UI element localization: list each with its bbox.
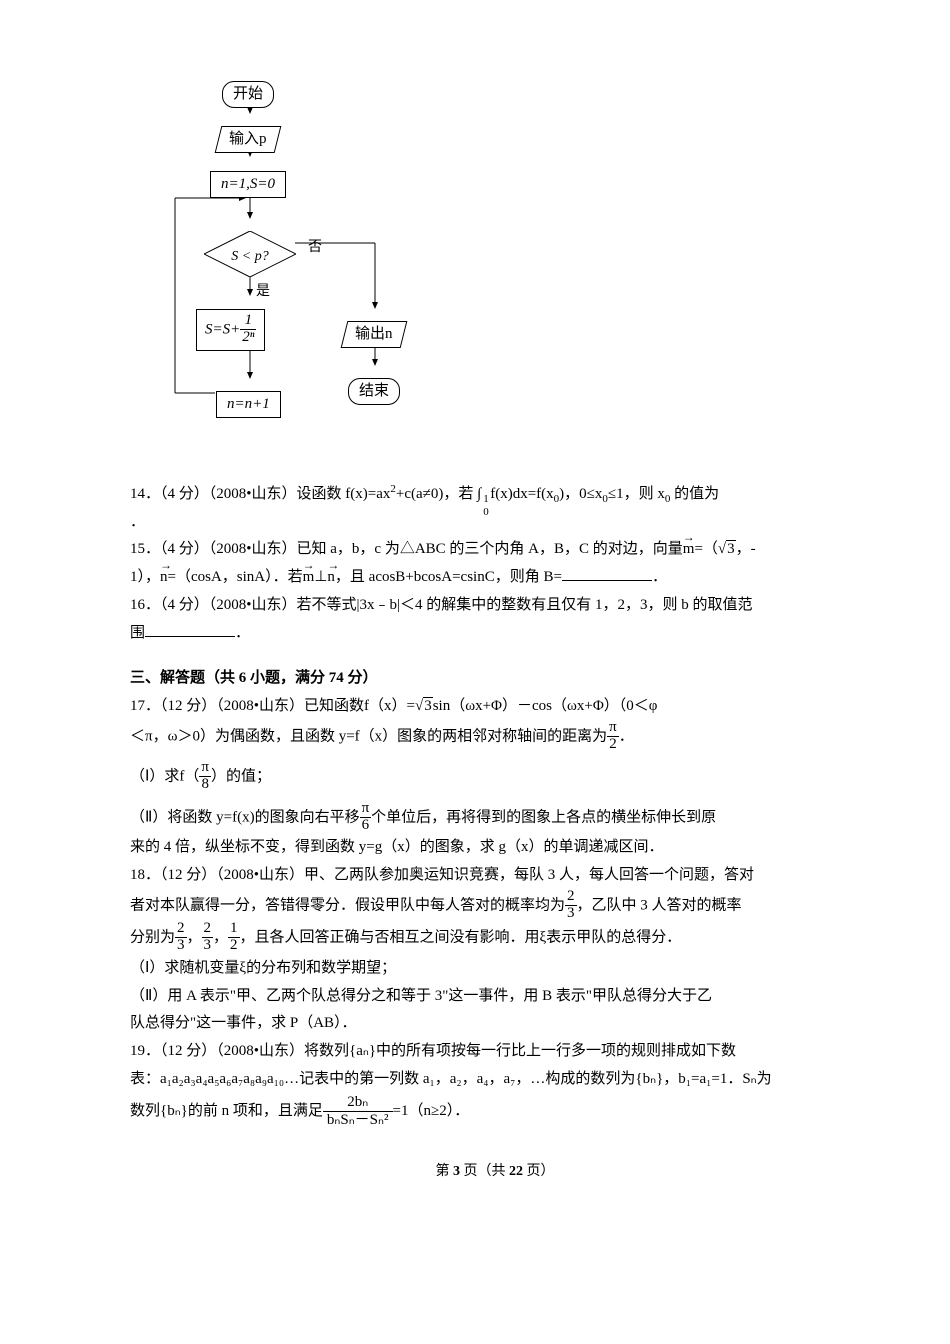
page-footer: 第 3 页（共 22 页） bbox=[130, 1159, 860, 1185]
question-18-line2: 者对本队赢得一分，答错得零分．假设甲队中每人答对的概率均为23，乙队中 3 人答… bbox=[130, 890, 860, 923]
question-15-line2: 1），n=（cosA，sinA）．若m⊥n，且 acosB+bcosA=csin… bbox=[130, 564, 860, 592]
question-19-line2: 表：a₁a₂a₃a₄a₅a₆a₇a₈a₉a₁₀…记表中的第一列数 a₁，a₂，a… bbox=[130, 1066, 860, 1094]
fc-input: 输入p bbox=[229, 129, 267, 150]
fc-inc: n=n+1 bbox=[216, 391, 281, 418]
fc-init: n=1,S=0 bbox=[210, 171, 286, 198]
fc-step: S=S+ bbox=[205, 321, 240, 337]
fc-yes: 是 bbox=[256, 279, 270, 305]
question-16-line1: 16．（4 分）（2008•山东）若不等式|3x﹣b|＜4 的解集中的整数有且仅… bbox=[130, 592, 860, 620]
question-17-line2: ＜π，ω＞0）为偶函数，且函数 y=f（x）图象的两相邻对称轴间的距离为π2． bbox=[130, 721, 860, 754]
question-18-line1: 18．（12 分）（2008•山东）甲、乙两队参加奥运知识竞赛，每队 3 人，每… bbox=[130, 862, 860, 890]
question-14-dot: ． bbox=[130, 509, 860, 537]
flowchart: 开始 输入p n=1,S=0 S < p? 否 是 S=S+12ⁿ n=n+1 … bbox=[160, 70, 860, 451]
fc-cond: S < p? bbox=[204, 244, 296, 270]
fc-output: 输出n bbox=[355, 324, 393, 345]
question-18-part1: （Ⅰ）求随机变量ξ的分布列和数学期望； bbox=[130, 955, 860, 983]
question-18-part2a: （Ⅱ）用 A 表示"甲、乙两个队总得分之和等于 3"这一事件，用 B 表示"甲队… bbox=[130, 983, 860, 1011]
fc-start: 开始 bbox=[222, 81, 274, 108]
question-17-part2b: 来的 4 倍，纵坐标不变，得到函数 y=g（x）的图象，求 g（x）的单调递减区… bbox=[130, 834, 860, 862]
blank-fill bbox=[145, 621, 235, 637]
fc-end: 结束 bbox=[348, 378, 400, 405]
question-19-line3: 数列{bₙ}的前 n 项和，且满足2bₙbₙSₙ－Sₙ²=1（n≥2）． bbox=[130, 1094, 860, 1130]
question-16-line2: 围． bbox=[130, 620, 860, 648]
question-14: 14．（4 分）（2008•山东）设函数 f(x)=ax2+c(a≠0)，若 ∫… bbox=[130, 481, 860, 509]
question-17-part2a: （Ⅱ）将函数 y=f(x)的图象向右平移π6个单位后，再将得到的图象上各点的横坐… bbox=[130, 802, 860, 835]
fc-no: 否 bbox=[308, 235, 322, 261]
question-19-line1: 19．（12 分）（2008•山东）将数列{aₙ}中的所有项按每一行比上一行多一… bbox=[130, 1038, 860, 1066]
question-17-part1: （Ⅰ）求f（π8）的值； bbox=[130, 761, 860, 794]
question-17-line1: 17．（12 分）（2008•山东）已知函数f（x）=3sin（ωx+Φ）－co… bbox=[130, 693, 860, 721]
sqrt-icon: 3 bbox=[718, 536, 736, 564]
blank-fill bbox=[562, 565, 652, 581]
vector-m: m bbox=[683, 536, 695, 564]
page-container: 开始 输入p n=1,S=0 S < p? 否 是 S=S+12ⁿ n=n+1 … bbox=[0, 0, 950, 1215]
section-3-title: 三、解答题（共 6 小题，满分 74 分） bbox=[130, 665, 860, 693]
question-15-line1: 15．（4 分）（2008•山东）已知 a，b，c 为△ABC 的三个内角 A，… bbox=[130, 536, 860, 564]
question-18-part2b: 队总得分"这一事件，求 P（AB）． bbox=[130, 1010, 860, 1038]
question-18-line3: 分别为23，23，12，且各人回答正确与否相互之间没有影响．用ξ表示甲队的总得分… bbox=[130, 922, 860, 955]
